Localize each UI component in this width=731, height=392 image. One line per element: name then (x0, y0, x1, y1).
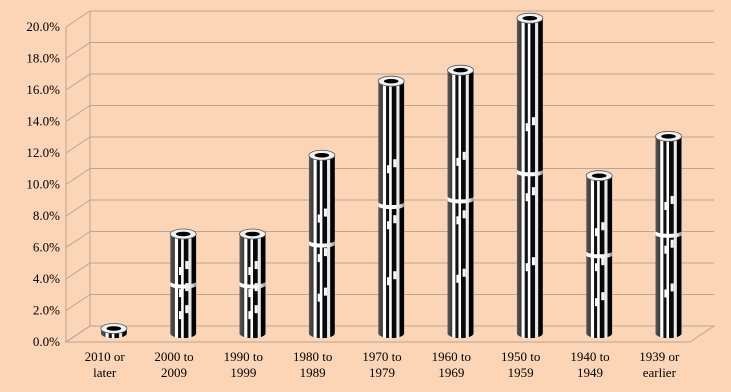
x-tick-label: earlier (643, 365, 677, 380)
bar (447, 64, 474, 339)
x-tick-label: 1939 or (639, 349, 680, 364)
x-tick-label: 1989 (300, 365, 326, 380)
x-tick-label: 1999 (230, 365, 256, 380)
y-tick-label: 12.0% (26, 145, 60, 160)
y-tick-label: 10.0% (26, 177, 60, 192)
x-tick-label: 1949 (577, 365, 603, 380)
y-tick-label: 6.0% (33, 240, 60, 255)
x-tick-label: 1959 (508, 365, 534, 380)
x-tick-label: 1970 to (362, 349, 401, 364)
x-tick-label: 2009 (161, 365, 187, 380)
y-tick-label: 18.0% (26, 51, 60, 66)
x-tick-label: later (93, 365, 117, 380)
x-tick-label: 1969 (438, 365, 464, 380)
x-tick-label: 2010 or (85, 349, 126, 364)
y-tick-label: 2.0% (33, 303, 60, 318)
bar (308, 149, 336, 339)
bar (100, 323, 128, 339)
x-tick-label: 1960 to (432, 349, 471, 364)
y-tick-label: 4.0% (33, 271, 60, 286)
bar (169, 228, 197, 339)
x-tick-label: 1950 to (501, 349, 540, 364)
y-tick-label: 0.0% (33, 334, 60, 349)
x-tick-label: 2000 to (154, 349, 193, 364)
y-tick-label: 20.0% (26, 19, 60, 34)
x-tick-label: 1979 (369, 365, 395, 380)
bar (377, 75, 405, 339)
y-tick-label: 8.0% (33, 208, 60, 223)
y-tick-label: 14.0% (26, 114, 60, 129)
bar (585, 170, 613, 339)
gridline (65, 42, 714, 59)
bar (239, 228, 266, 339)
x-tick-label: 1940 to (570, 349, 609, 364)
y-tick-label: 16.0% (26, 82, 60, 97)
bar (516, 12, 544, 339)
x-tick-label: 1980 to (293, 349, 332, 364)
gridline (65, 10, 714, 28)
bar (655, 130, 682, 339)
x-tick-label: 1990 to (224, 349, 263, 364)
